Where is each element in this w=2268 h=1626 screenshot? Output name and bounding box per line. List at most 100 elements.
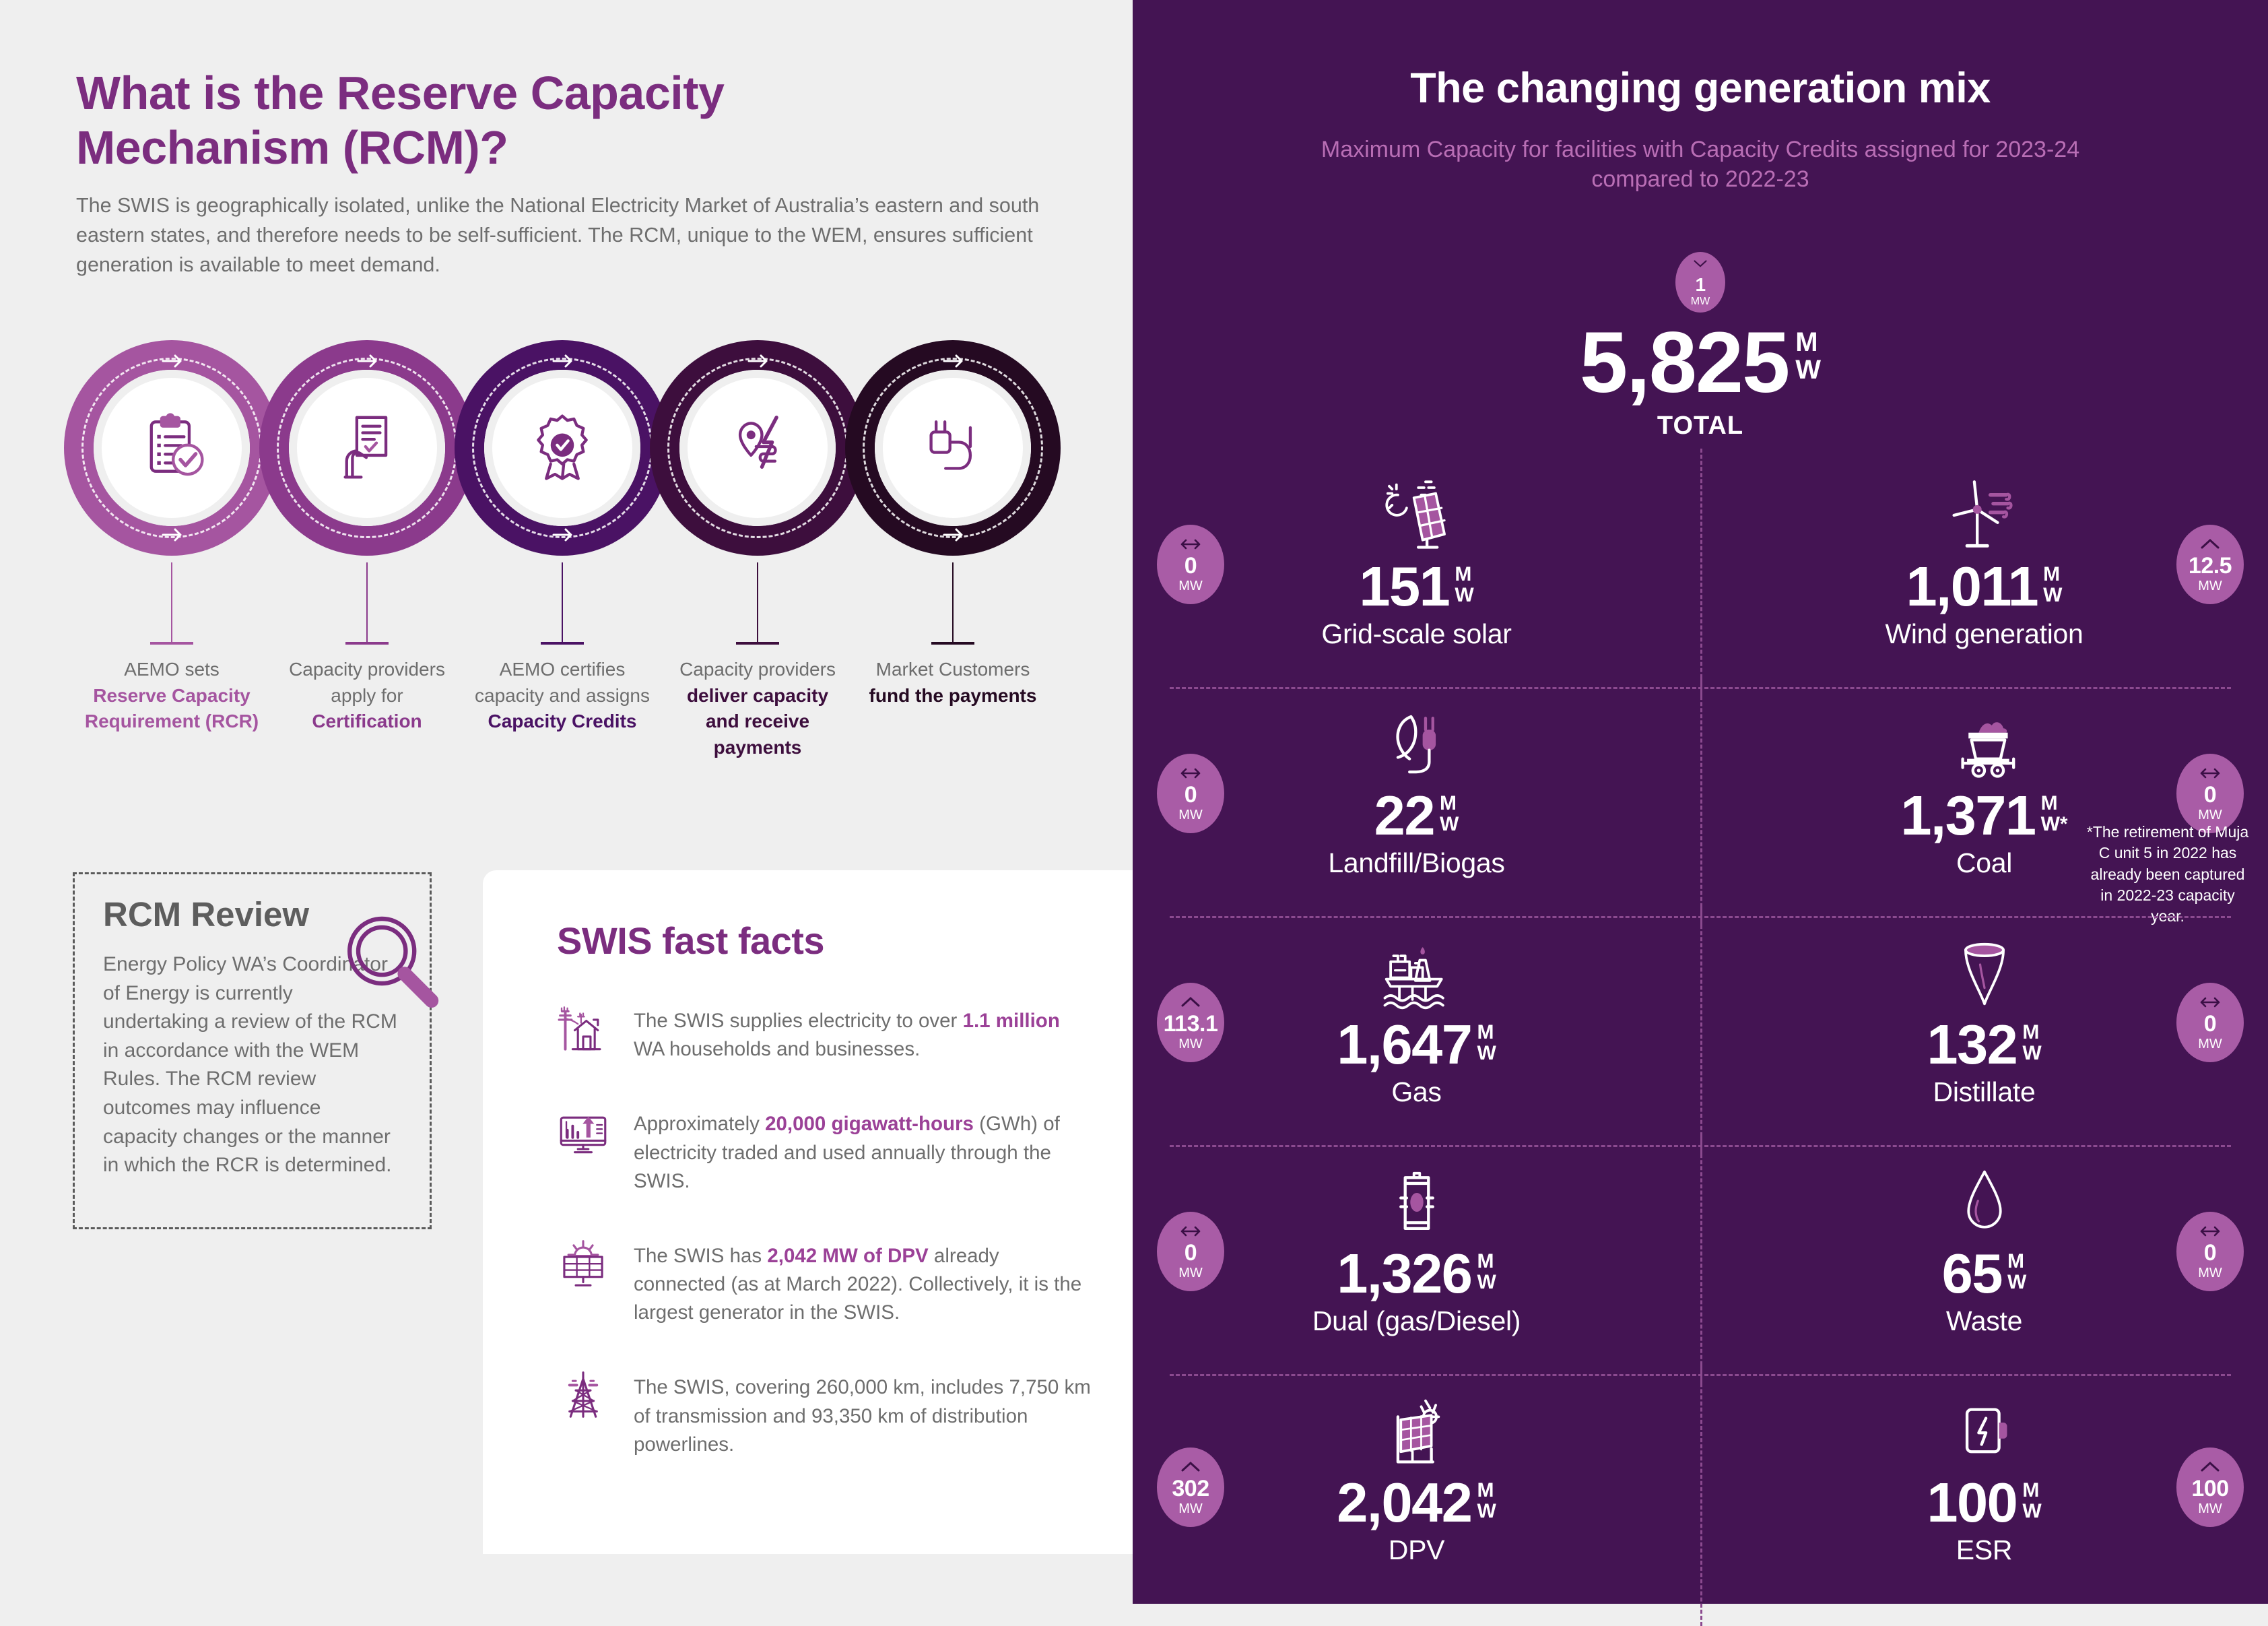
process-step-4: Capacity providers deliver capacity and … — [650, 340, 865, 758]
generation-number: 1,371 — [1900, 784, 2036, 847]
generation-mix-title: The changing generation mix — [1410, 65, 1991, 112]
change-unit: MW — [2198, 1265, 2222, 1280]
swis-fact-text: Approximately 20,000 gigawatt-hours (GWh… — [634, 1113, 1060, 1192]
clipboard-check-icon — [135, 410, 208, 486]
swis-fact-item: The SWIS has 2,042 MW of DPV already con… — [557, 1238, 1092, 1328]
solar-farm-icon — [1380, 476, 1453, 555]
process-step-plain-text: Market Customers — [875, 659, 1030, 680]
biogas-plug-icon — [1380, 705, 1453, 784]
step-connector-cap — [541, 642, 584, 645]
rcm-review-title: RCM Review — [103, 895, 310, 934]
step-connector-line — [171, 562, 172, 643]
step-connector-line — [366, 562, 368, 643]
generation-number: 1,326 — [1337, 1242, 1473, 1305]
process-step-5: Market Customers fund the payments — [845, 340, 1061, 706]
swis-fact-item: Approximately 20,000 gigawatt-hours (GWh… — [557, 1106, 1092, 1196]
process-step-label: Capacity providers apply for Certificati… — [279, 657, 455, 735]
generation-number: 100 — [1927, 1471, 2017, 1534]
swis-fact-item: The SWIS supplies electricity to over 1.… — [557, 1003, 1092, 1064]
generation-number: 2,042 — [1337, 1471, 1473, 1534]
step-connector-cap — [150, 642, 193, 645]
change-badge-row1-right: 12.5 MW — [2176, 525, 2244, 604]
change-arrow-up-icon — [2199, 537, 2222, 552]
swis-fact-item: The SWIS, covering 260,000 km, includes … — [557, 1369, 1092, 1459]
change-value: 0 — [2203, 1010, 2217, 1037]
total-number: 5,825 — [1579, 315, 1790, 411]
change-badge-row1-left: 0 MW — [1157, 525, 1224, 604]
process-step-2: Capacity providers apply for Certificati… — [259, 340, 475, 731]
droplet-icon — [1948, 1163, 2021, 1242]
process-step-plain-text: AEMO sets — [124, 659, 220, 680]
magnifier-icon — [337, 908, 444, 1016]
powerpole-house-icon — [557, 1003, 609, 1055]
change-arrow-flat-icon — [2199, 766, 2222, 781]
change-unit: MW — [2198, 1501, 2222, 1516]
process-step-bold-text: fund the payments — [869, 684, 1037, 706]
total-change-badge: 1 MW — [1675, 252, 1725, 313]
generation-label: Distillate — [1933, 1076, 2036, 1108]
page-title: What is the Reserve Capacity Mechanism (… — [76, 67, 725, 174]
swis-fast-facts-title: SWIS fast facts — [557, 919, 825, 962]
change-badge-row5-left: 302 MW — [1157, 1448, 1224, 1527]
change-arrow-flat-icon — [2199, 995, 2222, 1010]
location-bolt-icon — [721, 410, 794, 486]
process-step-plain-text: AEMO certifies capacity and assigns — [475, 659, 650, 706]
change-arrow-up-icon — [2199, 1460, 2222, 1474]
process-step-ring — [650, 340, 865, 556]
rcm-process-diagram: AEMO sets Reserve Capacity Requirement (… — [64, 340, 1088, 812]
generation-label: Gas — [1391, 1076, 1442, 1108]
generation-number: 65 — [1941, 1242, 2003, 1305]
process-step-icon-circle — [289, 370, 445, 526]
process-step-label: Capacity providers deliver capacity and … — [670, 657, 845, 761]
swis-fact-text: The SWIS has 2,042 MW of DPV already con… — [634, 1244, 1082, 1324]
swis-fact-text: The SWIS, covering 260,000 km, includes … — [634, 1376, 1091, 1456]
swis-fact-text: The SWIS supplies electricity to over 1.… — [634, 1010, 1060, 1061]
change-unit: MW — [2198, 1036, 2222, 1051]
generation-number: 1,647 — [1337, 1013, 1473, 1076]
swis-fast-facts-card: SWIS fast facts The SWIS supplies electr… — [483, 870, 1133, 1554]
change-arrow-flat-icon — [1179, 537, 1202, 552]
total-unit-w: W — [1795, 354, 1822, 385]
change-arrow-flat-icon — [1179, 766, 1202, 781]
award-ribbon-icon — [526, 410, 599, 486]
solar-panel-icon — [557, 1238, 609, 1291]
change-arrow-up-icon — [1179, 1460, 1202, 1474]
process-step-3: AEMO certifies capacity and assigns Capa… — [455, 340, 670, 731]
swis-fact-list: The SWIS supplies electricity to over 1.… — [557, 1003, 1092, 1459]
process-step-1: AEMO sets Reserve Capacity Requirement (… — [64, 340, 279, 731]
change-unit: MW — [2198, 578, 2222, 593]
total-unit: M W — [1795, 323, 1821, 384]
change-unit: MW — [1178, 807, 1203, 822]
process-step-icon-circle — [875, 370, 1031, 526]
generation-number: 151 — [1359, 555, 1450, 618]
change-unit: MW — [1178, 1501, 1203, 1516]
change-badge-total: 1 MW — [1675, 252, 1725, 313]
step-connector-line — [757, 562, 758, 643]
process-step-plain-text: Capacity providers — [679, 659, 836, 680]
change-value: 113.1 — [1163, 1010, 1218, 1037]
change-arrow-flat-icon — [1179, 1224, 1202, 1239]
change-value: 1 — [1695, 273, 1706, 295]
generation-label: Waste — [1945, 1305, 2023, 1337]
change-value: 0 — [2203, 781, 2217, 808]
monitor-chart-icon — [557, 1106, 609, 1159]
change-unit: MW — [2198, 807, 2222, 822]
change-unit: MW — [1178, 578, 1203, 593]
fact-highlight: 2,042 MW of DPV — [767, 1244, 929, 1267]
process-step-ring — [455, 340, 670, 556]
change-value: 0 — [1184, 1239, 1197, 1266]
process-step-icon-circle — [94, 370, 250, 526]
generation-label: DPV — [1388, 1534, 1445, 1566]
change-unit: MW — [1178, 1265, 1203, 1280]
